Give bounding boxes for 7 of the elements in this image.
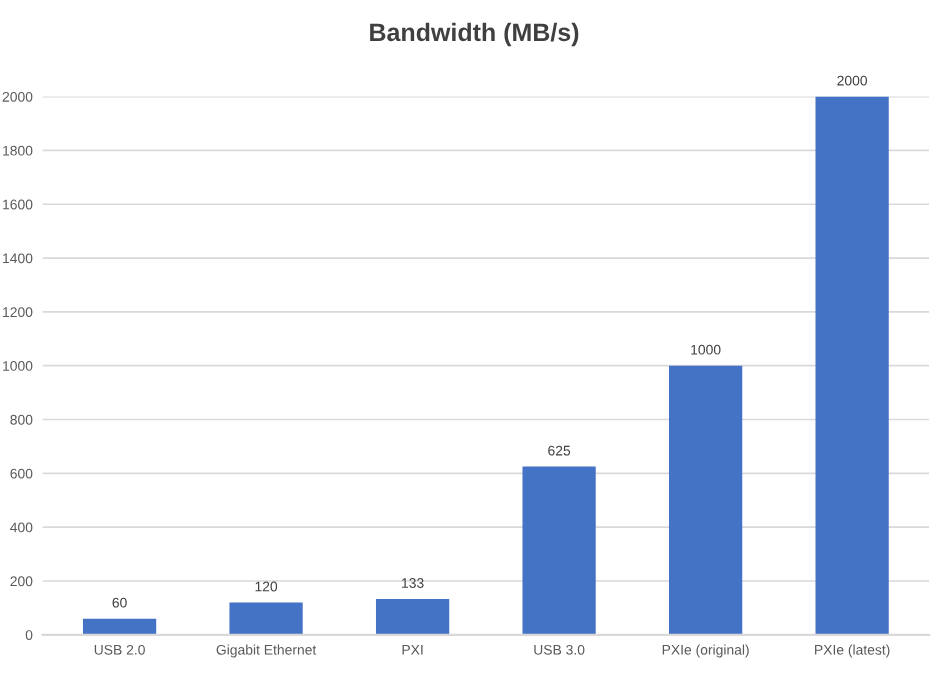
bar: [668, 365, 743, 635]
bar: [375, 599, 450, 635]
bar: [229, 602, 303, 635]
bar: [82, 618, 157, 635]
bar: [815, 96, 889, 635]
chart-title: Bandwidth (MB/s): [370, 22, 579, 47]
bar: [522, 466, 596, 635]
